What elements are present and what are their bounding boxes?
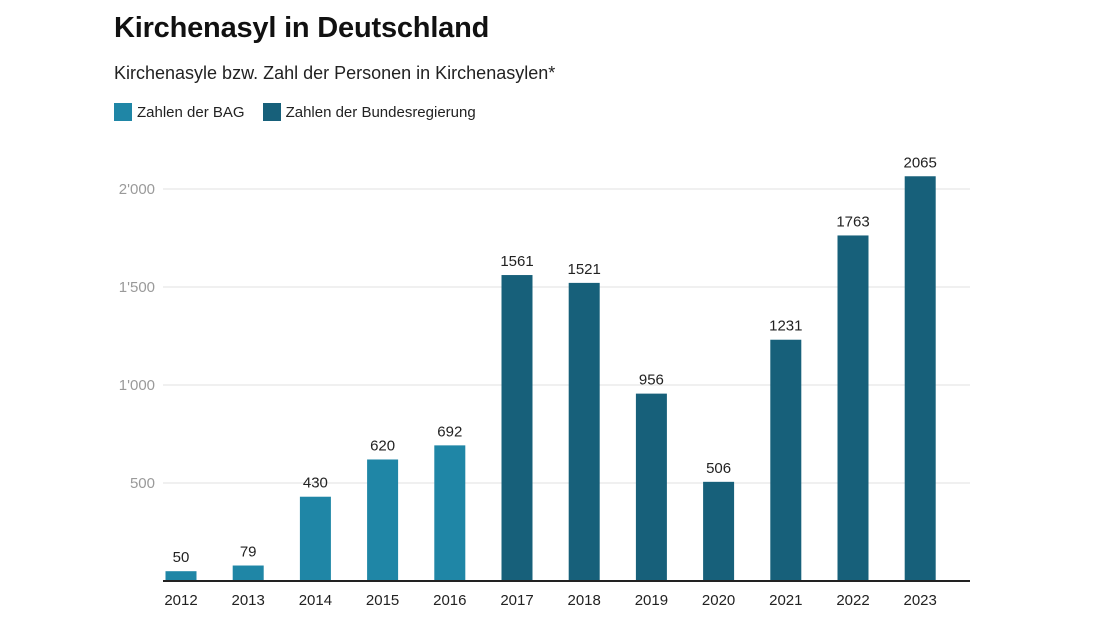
data-label: 79 xyxy=(240,544,257,561)
y-tick-label: 500 xyxy=(130,475,155,492)
x-tick-label: 2012 xyxy=(164,592,197,609)
bar xyxy=(299,496,331,581)
bar xyxy=(635,393,667,581)
data-label: 1763 xyxy=(836,213,869,230)
legend-item-bag: Zahlen der BAG xyxy=(114,103,245,121)
data-label: 50 xyxy=(173,549,190,566)
data-label: 620 xyxy=(370,437,395,454)
bar xyxy=(165,571,197,581)
y-tick-label: 2'000 xyxy=(119,181,155,198)
data-label: 1231 xyxy=(769,318,802,335)
x-tick-label: 2015 xyxy=(366,592,399,609)
data-label: 2065 xyxy=(904,154,937,171)
data-label: 1561 xyxy=(500,253,533,270)
legend-label-bag: Zahlen der BAG xyxy=(137,103,245,121)
x-tick-label: 2017 xyxy=(500,592,533,609)
legend-swatch-bag xyxy=(114,103,132,121)
x-tick-label: 2014 xyxy=(299,592,332,609)
x-tick-label: 2016 xyxy=(433,592,466,609)
legend-label-bundesregierung: Zahlen der Bundesregierung xyxy=(285,103,476,121)
legend-item-bundesregierung: Zahlen der Bundesregierung xyxy=(262,103,476,121)
chart-legend: Zahlen der BAG Zahlen der Bundesregierun… xyxy=(114,103,476,121)
bar xyxy=(232,565,264,581)
data-label: 430 xyxy=(303,475,328,492)
x-tick-label: 2022 xyxy=(836,592,869,609)
bar xyxy=(837,235,869,581)
data-label: 1521 xyxy=(568,261,601,278)
legend-swatch-bundesregierung xyxy=(262,103,281,121)
bar xyxy=(434,445,466,581)
data-label: 692 xyxy=(437,423,462,440)
x-tick-label: 2020 xyxy=(702,592,735,609)
y-tick-label: 1'500 xyxy=(119,279,155,296)
chart-title: Kirchenasyl in Deutschland xyxy=(114,12,490,44)
bar xyxy=(367,459,399,581)
x-tick-label: 2021 xyxy=(769,592,802,609)
data-label: 956 xyxy=(639,372,664,389)
bar xyxy=(703,481,735,581)
bar xyxy=(568,282,600,581)
chart-subtitle: Kirchenasyle bzw. Zahl der Personen in K… xyxy=(114,63,556,83)
x-tick-label: 2019 xyxy=(635,592,668,609)
x-tick-label: 2018 xyxy=(568,592,601,609)
bar xyxy=(501,275,533,581)
y-tick-label: 1'000 xyxy=(119,377,155,394)
bar xyxy=(770,339,802,581)
bar xyxy=(904,176,936,581)
data-label: 506 xyxy=(706,460,731,477)
x-tick-label: 2013 xyxy=(232,592,265,609)
x-tick-label: 2023 xyxy=(904,592,937,609)
